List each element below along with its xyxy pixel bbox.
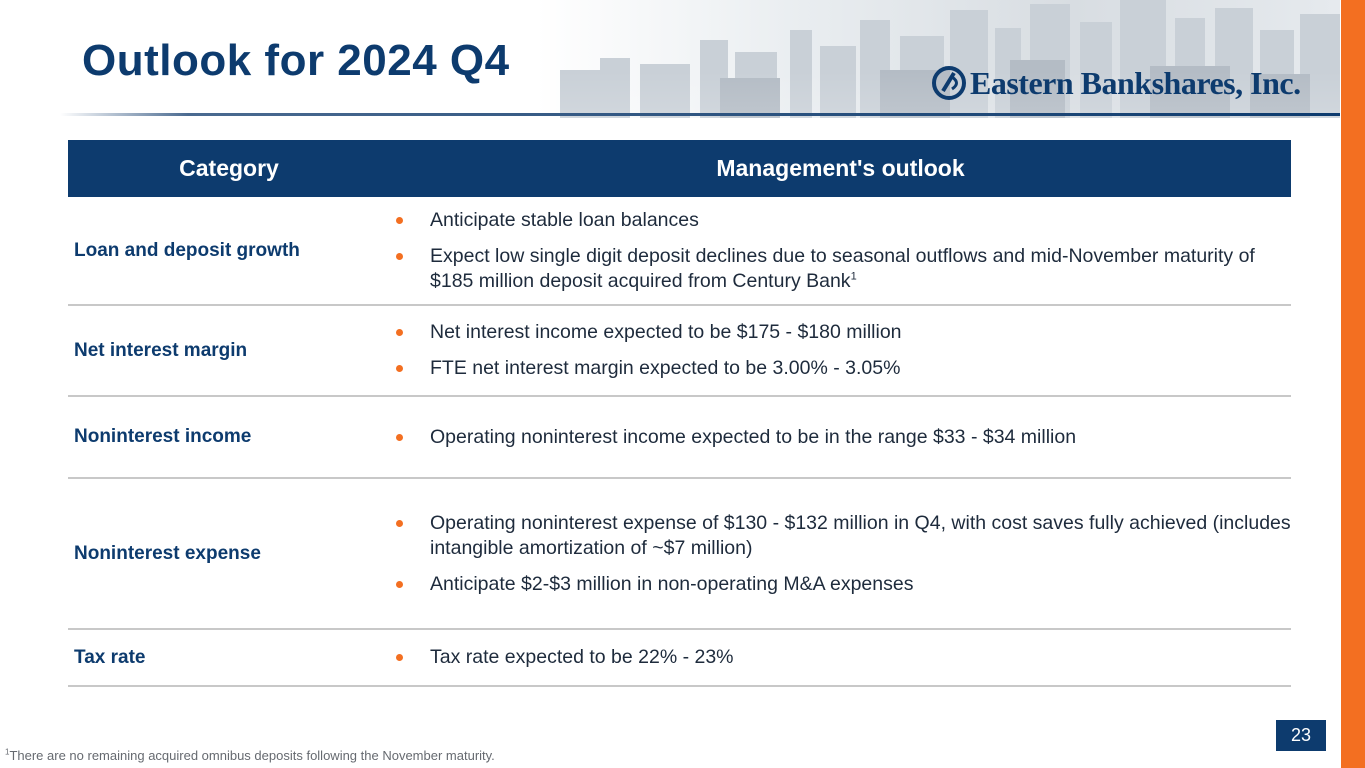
- table-row: Tax rate Tax rate expected to be 22% - 2…: [68, 629, 1291, 687]
- skyline-fade-overlay: [0, 0, 1340, 118]
- orange-side-accent-bar: [1341, 0, 1365, 768]
- bullet-list: Operating noninterest income expected to…: [390, 425, 1291, 450]
- bullet-item: Expect low single digit deposit declines…: [390, 244, 1291, 294]
- bullet-item: Net interest income expected to be $175 …: [390, 320, 1291, 345]
- bullet-dot-icon: [396, 519, 403, 527]
- bullet-dot-icon: [396, 252, 403, 260]
- bullet-dot-icon: [396, 329, 403, 336]
- bullet-text: Anticipate $2-$3 million in non-operatin…: [430, 572, 914, 595]
- bullet-text: Tax rate expected to be 22% - 23%: [430, 646, 734, 668]
- bullet-dot-icon: [396, 580, 403, 588]
- row-outlook: Tax rate expected to be 22% - 23%: [390, 629, 1291, 687]
- row-category: Net interest margin: [68, 305, 390, 397]
- table-header-row: Category Management's outlook: [68, 140, 1291, 197]
- city-skyline-image: [560, 0, 1340, 118]
- bullet-text: Operating noninterest expense of $130 - …: [430, 511, 1291, 559]
- bullet-text: Expect low single digit deposit declines…: [430, 244, 1255, 292]
- bullet-item: Tax rate expected to be 22% - 23%: [390, 645, 1291, 670]
- bullet-dot-icon: [396, 433, 403, 441]
- bullet-text: FTE net interest margin expected to be 3…: [430, 357, 901, 379]
- bullet-item: Operating noninterest income expected to…: [390, 425, 1291, 450]
- row-category: Noninterest expense: [68, 478, 390, 630]
- bullet-dot-icon: [396, 365, 403, 372]
- page-number: 23: [1276, 720, 1326, 751]
- row-outlook: Net interest income expected to be $175 …: [390, 305, 1291, 397]
- row-category: Loan and deposit growth: [68, 197, 390, 306]
- bullet-item: FTE net interest margin expected to be 3…: [390, 356, 1291, 381]
- company-logo: Eastern Bankshares, Inc.: [930, 64, 1301, 102]
- row-outlook: Operating noninterest expense of $130 - …: [390, 478, 1291, 630]
- bullet-text: Anticipate stable loan balances: [430, 208, 699, 231]
- eastern-logo-mark-icon: [932, 66, 966, 100]
- footnote-marker: 1: [5, 747, 10, 757]
- table-row: Loan and deposit growth Anticipate stabl…: [68, 197, 1291, 306]
- bullet-item: Operating noninterest expense of $130 - …: [390, 511, 1291, 561]
- bullet-dot-icon: [396, 216, 403, 224]
- outlook-table: Category Management's outlook Loan and d…: [68, 140, 1291, 687]
- footnote: 1There are no remaining acquired omnibus…: [5, 748, 495, 763]
- bullet-item: Anticipate $2-$3 million in non-operatin…: [390, 572, 1291, 597]
- header-category: Category: [68, 140, 390, 197]
- footnote-text: There are no remaining acquired omnibus …: [9, 748, 495, 763]
- row-outlook: Operating noninterest income expected to…: [390, 396, 1291, 479]
- header-divider: [60, 113, 1340, 116]
- bullet-item: Anticipate stable loan balances: [390, 208, 1291, 233]
- row-category: Tax rate: [68, 629, 390, 687]
- bullet-list: Net interest income expected to be $175 …: [390, 320, 1291, 381]
- table-row: Noninterest income Operating noninterest…: [68, 396, 1291, 479]
- header-management-outlook: Management's outlook: [390, 140, 1291, 197]
- bullet-text: Operating noninterest income expected to…: [430, 425, 1077, 448]
- page-title: Outlook for 2024 Q4: [82, 36, 510, 85]
- row-outlook: Anticipate stable loan balances Expect l…: [390, 197, 1291, 306]
- bullet-list: Tax rate expected to be 22% - 23%: [390, 645, 1291, 670]
- table-row: Noninterest expense Operating noninteres…: [68, 478, 1291, 630]
- company-logo-text: Eastern Bankshares, Inc.: [970, 64, 1301, 101]
- bullet-dot-icon: [396, 654, 403, 661]
- bullet-list: Anticipate stable loan balances Expect l…: [390, 208, 1291, 294]
- bullet-list: Operating noninterest expense of $130 - …: [390, 511, 1291, 597]
- bullet-text: Net interest income expected to be $175 …: [430, 321, 902, 343]
- table-row: Net interest margin Net interest income …: [68, 305, 1291, 397]
- header-skyline-background: [0, 0, 1340, 118]
- footnote-reference: 1: [850, 270, 857, 282]
- row-category: Noninterest income: [68, 396, 390, 479]
